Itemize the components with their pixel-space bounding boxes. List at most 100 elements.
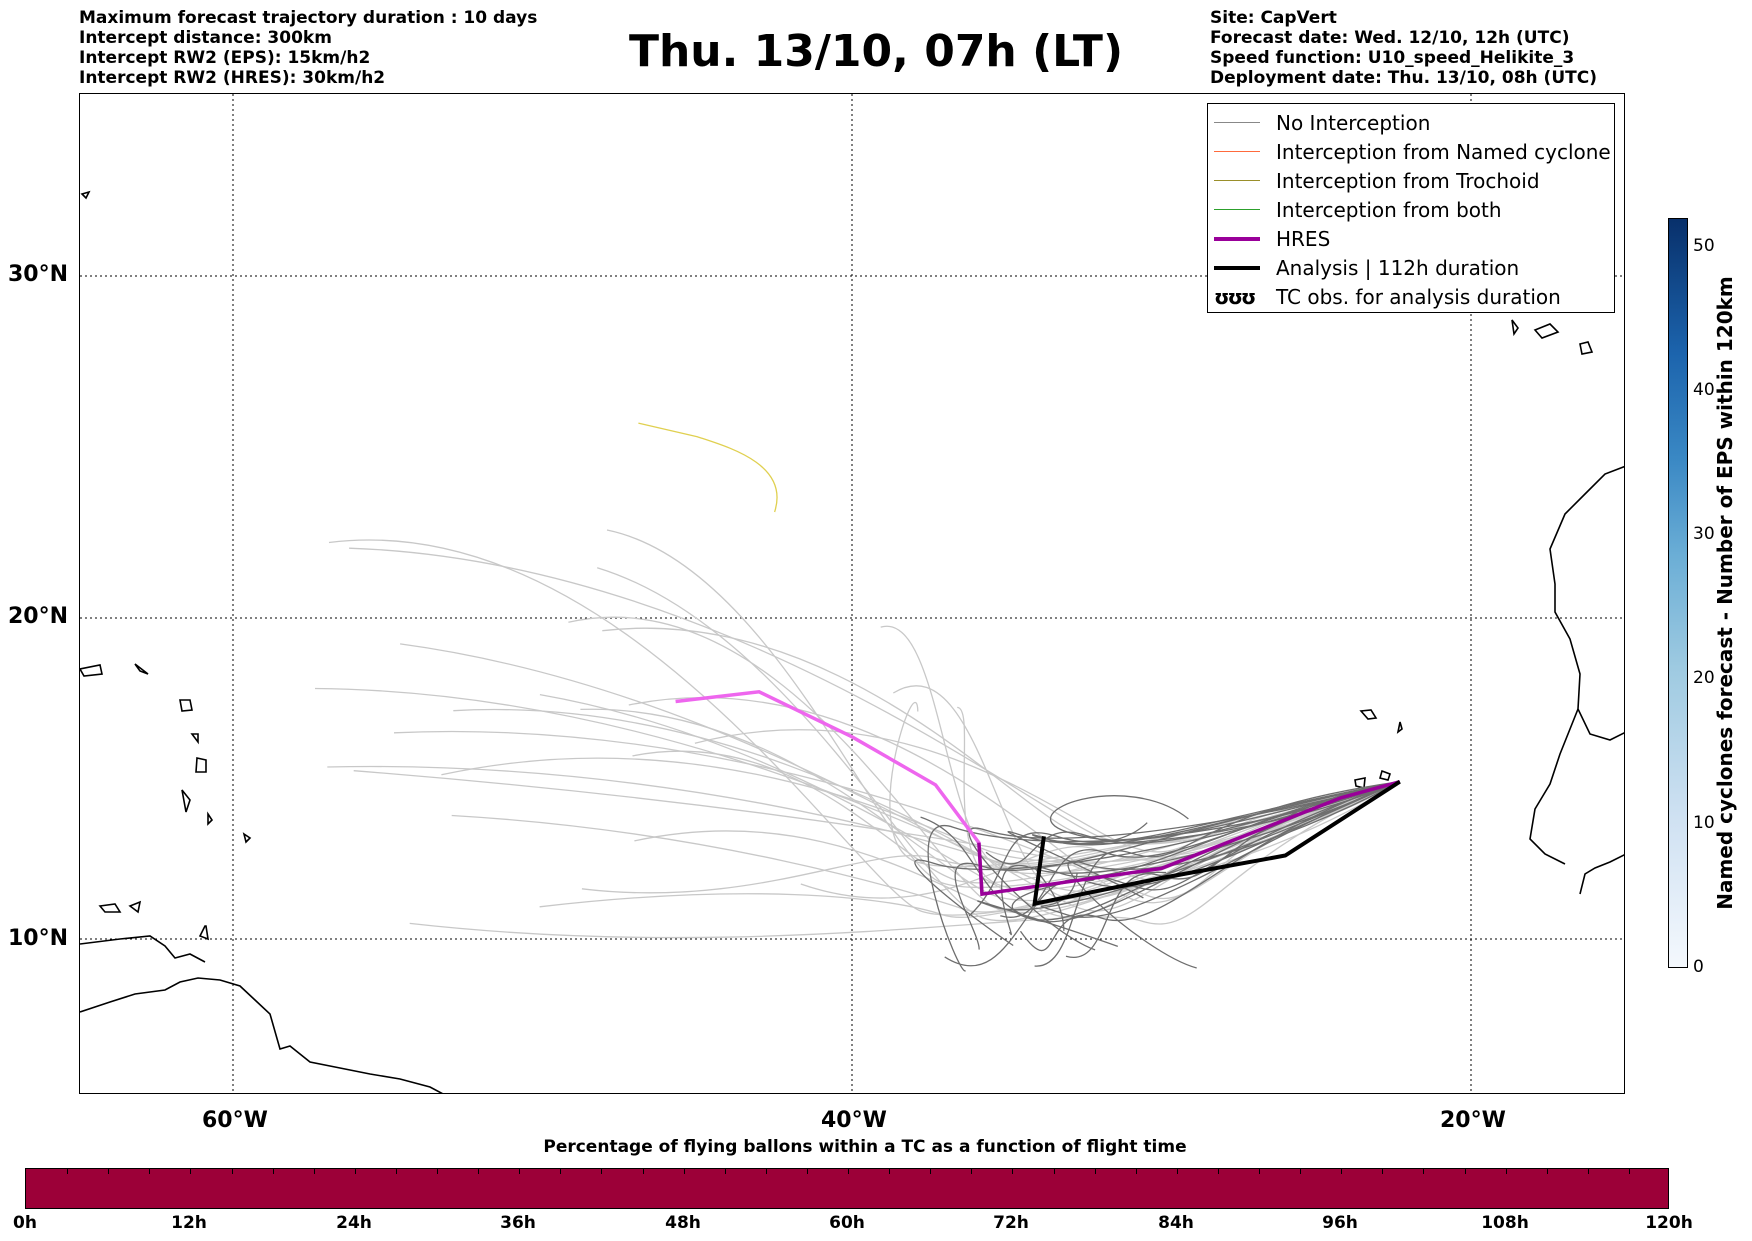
ensemble-trajectory	[568, 616, 1401, 914]
island-capeverde-1	[1359, 709, 1378, 720]
legend-swatch	[1214, 122, 1260, 123]
flight-time-tick	[1505, 1169, 1507, 1174]
flight-time-tick	[67, 1169, 69, 1174]
ensemble-trajectory	[927, 781, 1401, 972]
page-title: Thu. 13/10, 07h (LT)	[628, 26, 1124, 77]
island-leeward-4	[181, 789, 191, 813]
ensemble-trajectory	[1049, 781, 1400, 841]
flight-time-tick	[1053, 1169, 1055, 1174]
flight-time-tick	[108, 1169, 110, 1174]
flight-time-tick	[560, 1169, 562, 1174]
lon-label-60w: 60°W	[202, 1108, 268, 1133]
flight-time-tick	[1259, 1169, 1260, 1174]
flight-time-tick	[395, 1169, 397, 1174]
lat-label-30n: 30°N	[8, 262, 69, 287]
lat-label-20n: 20°N	[8, 604, 69, 629]
colorbar-tick: 50	[1693, 236, 1715, 256]
flight-time-tick	[1176, 1169, 1178, 1174]
header-left: Maximum forecast trajectory duration : 1…	[79, 8, 537, 88]
island-leeward-1	[179, 699, 193, 712]
legend-swatch	[1214, 265, 1260, 270]
ensemble-trajectories	[314, 422, 1401, 972]
flight-time-label: 12h	[171, 1213, 207, 1233]
island-curacao	[98, 903, 122, 913]
coastline-senegal	[1529, 708, 1579, 865]
island-tobago	[207, 811, 214, 826]
legend-swatch	[1214, 151, 1260, 152]
flight-time-tick	[971, 1169, 973, 1174]
ensemble-trajectory	[1067, 781, 1401, 969]
legend-label: Interception from Named cyclone	[1276, 139, 1611, 164]
flight-time-label: 0h	[13, 1213, 37, 1233]
flight-time-tick	[354, 1169, 356, 1174]
flight-time-label: 72h	[993, 1213, 1029, 1233]
header-line: Speed function: U10_speed_Helikite_3	[1210, 48, 1575, 68]
flight-time-tick	[1628, 1169, 1630, 1174]
flight-time-tick	[1382, 1169, 1384, 1174]
island-capeverde-3	[1379, 769, 1392, 781]
island-canary-3	[1579, 341, 1594, 355]
header-line: Maximum forecast trajectory duration : 1…	[79, 8, 538, 28]
flight-time-tick	[930, 1169, 932, 1174]
colorbar-tick: 30	[1693, 524, 1715, 544]
flight-time-label: 120h	[1645, 1213, 1693, 1233]
ensemble-trajectory	[914, 781, 1401, 947]
flight-time-tick	[190, 1169, 192, 1174]
legend-label: Interception from Trochoid	[1276, 168, 1540, 193]
lon-label-40w: 40°W	[821, 1108, 887, 1133]
coastline-guinea	[1579, 854, 1624, 895]
island-leeward-3	[195, 757, 207, 773]
legend-item-hres: HRES	[1208, 224, 1614, 253]
flight-time-tick	[1341, 1169, 1343, 1174]
flight-time-tick	[519, 1169, 521, 1174]
flight-time-tick	[231, 1169, 233, 1174]
flight-time-tick	[313, 1169, 315, 1174]
flight-time-tick	[1423, 1169, 1425, 1174]
flight-time-label: 36h	[500, 1213, 536, 1233]
ensemble-trajectory	[920, 781, 1400, 923]
flight-time-tick	[1012, 1169, 1014, 1174]
legend-label: HRES	[1276, 226, 1331, 251]
analysis-trajectory	[1032, 780, 1401, 907]
flight-time-label: 96h	[1322, 1213, 1358, 1233]
flight-time-tick	[889, 1169, 891, 1174]
flight-time-tick	[806, 1169, 808, 1174]
coastline-south-america	[80, 977, 443, 1093]
flight-time-tick	[642, 1169, 644, 1174]
hres-trajectory-segment	[977, 780, 1401, 897]
island-capeverde-4	[1354, 777, 1366, 790]
flight-time-label: 60h	[829, 1213, 865, 1233]
header-line: Deployment date: Thu. 13/10, 08h (UTC)	[1210, 68, 1597, 88]
ensemble-trajectory	[314, 687, 1401, 893]
lat-label-10n: 10°N	[8, 926, 69, 951]
legend-item-analysis: Analysis | 112h duration	[1208, 253, 1614, 282]
flight-time-tick	[478, 1169, 480, 1174]
island-canary-1	[1533, 323, 1560, 339]
coastline-west-africa	[1549, 465, 1624, 741]
island-barbados	[242, 832, 252, 844]
flight-time-tick	[1217, 1169, 1219, 1174]
flight-time-label: 48h	[665, 1213, 701, 1233]
flight-time-tick	[437, 1169, 438, 1174]
tc-symbol-icon: ʊʊʊ	[1214, 284, 1256, 309]
ensemble-trajectory	[597, 567, 1401, 922]
island-grenada	[128, 900, 142, 914]
flight-time-tick	[149, 1169, 151, 1174]
ensemble-trajectory	[1031, 781, 1400, 846]
ensemble-trajectory	[539, 693, 1400, 918]
header-line: Intercept RW2 (HRES): 30km/h2	[79, 68, 386, 88]
flight-time-tick	[1300, 1169, 1302, 1174]
header-line: Forecast date: Wed. 12/10, 12h (UTC)	[1210, 28, 1570, 48]
legend-label: TC obs. for analysis duration	[1276, 284, 1561, 309]
colorbar-tick: 40	[1693, 380, 1715, 400]
colorbar-label: Named cyclones forecast - Number of EPS …	[1713, 276, 1737, 910]
lon-label-20w: 20°W	[1440, 1108, 1506, 1133]
flight-time-bar	[25, 1168, 1669, 1209]
legend-swatch	[1214, 236, 1260, 241]
flight-time-tick	[683, 1169, 685, 1174]
legend-item-named-cyclone: Interception from Named cyclone	[1208, 137, 1614, 166]
ensemble-trajectory	[451, 781, 1400, 913]
legend-swatch	[1214, 209, 1260, 210]
flight-time-tick	[601, 1169, 603, 1174]
flight-time-tick	[724, 1169, 726, 1174]
